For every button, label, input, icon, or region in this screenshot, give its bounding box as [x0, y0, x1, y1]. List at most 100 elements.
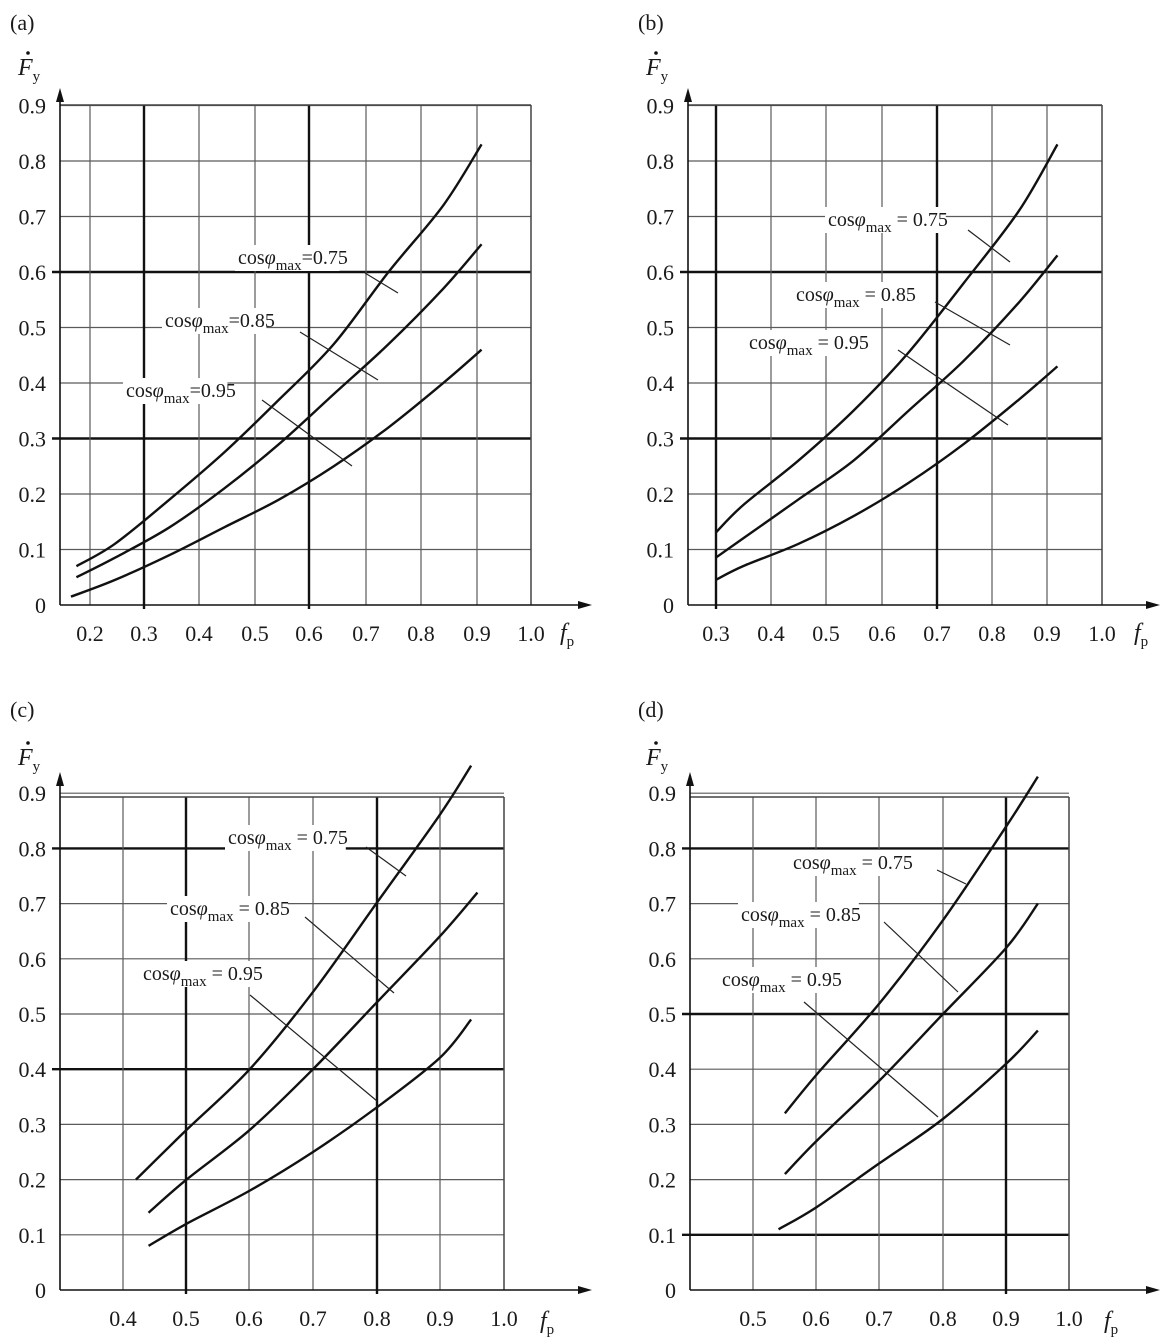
annotation-leader — [304, 916, 395, 994]
chart-panel-a: 0 0.1 0.2 0.3 0.4 0.5 0.6 0.7 0.8 0.9 0.2 0.3 0.4 0.5… — [10, 10, 592, 650]
annotation-label: cosφmax = 0.95 — [143, 963, 263, 990]
y-tick-label: 0 — [35, 1278, 46, 1303]
series-line-2 — [784, 902, 1039, 1175]
annotation-leader — [365, 846, 407, 877]
chart-panel-c: 0 0.1 0.2 0.3 0.4 0.5 0.6 0.7 0.8 0.9 0.4 0.5 0.6 0.7… — [10, 697, 592, 1338]
chart-panel-d: 0 0.1 0.2 0.3 0.4 0.5 0.6 0.7 0.8 0.9 0.5 0.6 0.7 0.8… — [638, 697, 1160, 1338]
series-line-1 — [135, 764, 473, 1181]
x-tick-label: 0.8 — [978, 621, 1006, 646]
y-tick-label: 0.3 — [649, 1112, 677, 1137]
y-tick-label: 0 — [35, 593, 46, 618]
annotation-label: cosφmax = 0.75 — [828, 209, 948, 236]
x-axis-arrow — [1146, 601, 1160, 609]
x-tick-label: 0.7 — [923, 621, 951, 646]
y-tick-label: 0.3 — [647, 427, 675, 452]
y-tick-label: 0.1 — [19, 538, 47, 563]
y-tick-label: 0.1 — [19, 1223, 47, 1248]
y-tick-label: 0.8 — [19, 149, 47, 174]
annotation-label: cosφmax = 0.85 — [741, 904, 861, 931]
x-tick-label: 1.0 — [490, 1306, 518, 1331]
annotation-leader — [364, 272, 399, 294]
y-tick-label: 0.9 — [647, 94, 675, 119]
y-tick-label: 0.9 — [19, 781, 47, 806]
x-tick-label: 0.7 — [865, 1306, 893, 1331]
x-tick-label: 0.6 — [802, 1306, 830, 1331]
y-label-dot — [26, 741, 30, 745]
y-tick-label: 0.5 — [647, 316, 675, 341]
x-tick-label: 0.9 — [992, 1306, 1020, 1331]
annotation-label: cosφmax = 0.75 — [793, 852, 913, 879]
x-tick-label: 0.4 — [185, 621, 213, 646]
x-axis-label: fp — [540, 1308, 554, 1338]
y-tick-label: 0.1 — [647, 538, 675, 563]
x-tick-label: 1.0 — [517, 621, 545, 646]
annotation-label: cosφmax = 0.85 — [796, 284, 916, 311]
x-tick-label: 0.8 — [929, 1306, 957, 1331]
x-tick-label: 0.3 — [702, 621, 730, 646]
x-axis-arrow — [578, 601, 592, 609]
y-axis-arrow — [684, 88, 692, 102]
y-tick-label: 0.5 — [19, 1002, 47, 1027]
y-label-dot — [26, 51, 30, 55]
y-tick-label: 0.6 — [647, 260, 675, 285]
annotation-leader — [967, 229, 1011, 263]
y-tick-label: 0 — [663, 593, 674, 618]
annotation-leader — [897, 349, 1009, 426]
y-tick-label: 0.7 — [647, 205, 675, 230]
y-axis-label: Fy — [645, 55, 669, 85]
x-axis-label: fp — [560, 620, 574, 650]
y-axis-label: Fy — [645, 745, 669, 775]
y-tick-label: 0.8 — [649, 836, 677, 861]
x-axis-arrow — [1146, 1286, 1160, 1294]
y-tick-label: 0.2 — [19, 482, 47, 507]
annotation-leader — [803, 1001, 939, 1118]
panel-label: (c) — [10, 697, 34, 722]
series-line-3 — [715, 365, 1059, 582]
series-line-1 — [75, 143, 483, 568]
y-label-dot — [654, 51, 658, 55]
annotation-leader — [936, 869, 967, 885]
y-tick-label: 0.7 — [19, 205, 47, 230]
y-tick-label: 0.9 — [19, 94, 47, 119]
x-tick-label: 0.9 — [1033, 621, 1061, 646]
annotation-leader — [883, 921, 959, 993]
y-tick-label: 0.4 — [19, 371, 47, 396]
y-tick-label: 0.7 — [649, 892, 677, 917]
annotation-leader — [249, 994, 378, 1102]
x-tick-label: 0.2 — [76, 621, 104, 646]
annotation-label: cosφmax = 0.75 — [228, 827, 348, 854]
y-tick-label: 0.5 — [19, 316, 47, 341]
annotation-label: cosφmax = 0.85 — [170, 898, 290, 925]
x-tick-label: 0.4 — [109, 1306, 137, 1331]
series-line-1 — [714, 143, 1059, 534]
y-tick-label: 0.4 — [19, 1057, 47, 1082]
y-axis-arrow — [56, 88, 64, 102]
series-line-1 — [783, 775, 1039, 1115]
x-tick-label: 0.6 — [235, 1306, 263, 1331]
x-axis-label: fp — [1104, 1308, 1118, 1338]
panel-label: (d) — [638, 697, 664, 722]
series-line-3 — [147, 1018, 473, 1247]
annotation-leader — [261, 399, 353, 467]
y-tick-label: 0.4 — [649, 1057, 677, 1082]
x-tick-label: 0.7 — [299, 1306, 327, 1331]
annotation-label: cosφmax = 0.95 — [749, 332, 869, 359]
annotation-label: cosφmax = 0.95 — [722, 969, 842, 996]
annotation-label: cosφmax=0.95 — [126, 380, 236, 407]
y-tick-label: 0.5 — [649, 1002, 677, 1027]
x-tick-label: 0.8 — [407, 621, 435, 646]
y-tick-label: 0.2 — [647, 482, 675, 507]
annotation-label: cosφmax=0.75 — [238, 247, 348, 274]
annotation-leader — [934, 301, 1011, 346]
x-tick-label: 1.0 — [1055, 1306, 1083, 1331]
x-tick-label: 0.5 — [172, 1306, 200, 1331]
y-axis-label: Fy — [17, 745, 41, 775]
x-axis-label: fp — [1134, 620, 1148, 650]
y-tick-label: 0.2 — [649, 1168, 677, 1193]
y-tick-label: 0.8 — [19, 836, 47, 861]
y-tick-label: 0.1 — [649, 1223, 677, 1248]
x-tick-label: 0.6 — [295, 621, 323, 646]
y-axis-arrow — [56, 772, 64, 786]
y-axis-label: Fy — [17, 55, 41, 85]
